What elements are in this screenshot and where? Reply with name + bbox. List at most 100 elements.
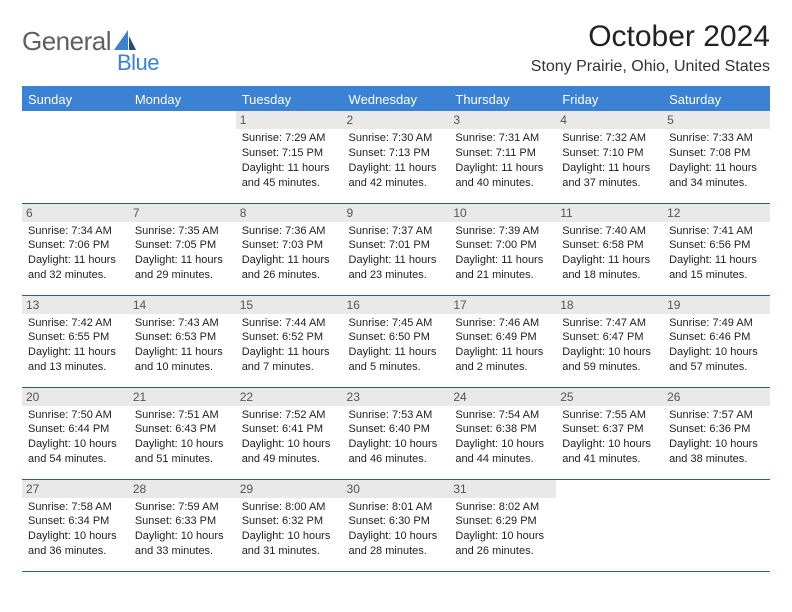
sunset-text: Sunset: 6:47 PM: [562, 330, 657, 345]
daylight-text: and 36 minutes.: [28, 544, 123, 559]
daylight-text: Daylight: 11 hours: [455, 345, 550, 360]
calendar-cell: [22, 111, 129, 203]
daylight-text: and 46 minutes.: [349, 452, 444, 467]
daylight-text: and 32 minutes.: [28, 268, 123, 283]
day-number: 1: [236, 111, 343, 129]
calendar-row: 6Sunrise: 7:34 AMSunset: 7:06 PMDaylight…: [22, 203, 770, 295]
sunset-text: Sunset: 6:49 PM: [455, 330, 550, 345]
sunrise-text: Sunrise: 7:59 AM: [135, 500, 230, 515]
sunset-text: Sunset: 6:41 PM: [242, 422, 337, 437]
daylight-text: and 44 minutes.: [455, 452, 550, 467]
calendar-cell: 11Sunrise: 7:40 AMSunset: 6:58 PMDayligh…: [556, 203, 663, 295]
daylight-text: and 29 minutes.: [135, 268, 230, 283]
sunrise-text: Sunrise: 8:00 AM: [242, 500, 337, 515]
day-number: 25: [556, 388, 663, 406]
day-number: 14: [129, 296, 236, 314]
sunrise-text: Sunrise: 7:55 AM: [562, 408, 657, 423]
sunrise-text: Sunrise: 7:39 AM: [455, 224, 550, 239]
day-number: 17: [449, 296, 556, 314]
sunset-text: Sunset: 6:30 PM: [349, 514, 444, 529]
daylight-text: Daylight: 11 hours: [669, 253, 764, 268]
daylight-text: and 5 minutes.: [349, 360, 444, 375]
day-number: 10: [449, 204, 556, 222]
day-number: 18: [556, 296, 663, 314]
daylight-text: Daylight: 11 hours: [242, 161, 337, 176]
daylight-text: and 38 minutes.: [669, 452, 764, 467]
daylight-text: Daylight: 11 hours: [28, 253, 123, 268]
calendar-cell: 5Sunrise: 7:33 AMSunset: 7:08 PMDaylight…: [663, 111, 770, 203]
daylight-text: and 7 minutes.: [242, 360, 337, 375]
weekday-header: Wednesday: [343, 87, 450, 111]
calendar-cell: 26Sunrise: 7:57 AMSunset: 6:36 PMDayligh…: [663, 387, 770, 479]
daylight-text: and 42 minutes.: [349, 176, 444, 191]
sunrise-text: Sunrise: 7:41 AM: [669, 224, 764, 239]
sunset-text: Sunset: 6:53 PM: [135, 330, 230, 345]
day-number: 16: [343, 296, 450, 314]
calendar-cell: 10Sunrise: 7:39 AMSunset: 7:00 PMDayligh…: [449, 203, 556, 295]
weekday-header: Friday: [556, 87, 663, 111]
sunrise-text: Sunrise: 7:45 AM: [349, 316, 444, 331]
weekday-header: Monday: [129, 87, 236, 111]
sunrise-text: Sunrise: 7:50 AM: [28, 408, 123, 423]
calendar-table: SundayMondayTuesdayWednesdayThursdayFrid…: [22, 86, 770, 572]
brand-word-general: General: [22, 26, 111, 57]
daylight-text: Daylight: 10 hours: [669, 345, 764, 360]
daylight-text: and 2 minutes.: [455, 360, 550, 375]
calendar-cell: 7Sunrise: 7:35 AMSunset: 7:05 PMDaylight…: [129, 203, 236, 295]
daylight-text: and 15 minutes.: [669, 268, 764, 283]
daylight-text: and 41 minutes.: [562, 452, 657, 467]
daylight-text: Daylight: 10 hours: [28, 437, 123, 452]
calendar-cell: 30Sunrise: 8:01 AMSunset: 6:30 PMDayligh…: [343, 479, 450, 571]
sunrise-text: Sunrise: 7:30 AM: [349, 131, 444, 146]
daylight-text: and 51 minutes.: [135, 452, 230, 467]
daylight-text: Daylight: 11 hours: [135, 253, 230, 268]
weekday-header: Sunday: [22, 87, 129, 111]
calendar-cell: 17Sunrise: 7:46 AMSunset: 6:49 PMDayligh…: [449, 295, 556, 387]
month-title: October 2024: [531, 20, 770, 54]
brand-logo: General Blue: [22, 22, 159, 76]
location-text: Stony Prairie, Ohio, United States: [531, 58, 770, 76]
calendar-cell: 8Sunrise: 7:36 AMSunset: 7:03 PMDaylight…: [236, 203, 343, 295]
daylight-text: and 21 minutes.: [455, 268, 550, 283]
day-number: 24: [449, 388, 556, 406]
day-number: 29: [236, 480, 343, 498]
daylight-text: and 13 minutes.: [28, 360, 123, 375]
calendar-cell: 29Sunrise: 8:00 AMSunset: 6:32 PMDayligh…: [236, 479, 343, 571]
day-number: 6: [22, 204, 129, 222]
daylight-text: and 18 minutes.: [562, 268, 657, 283]
sunset-text: Sunset: 6:58 PM: [562, 238, 657, 253]
daylight-text: Daylight: 10 hours: [28, 529, 123, 544]
sunset-text: Sunset: 6:40 PM: [349, 422, 444, 437]
daylight-text: and 31 minutes.: [242, 544, 337, 559]
calendar-cell: 2Sunrise: 7:30 AMSunset: 7:13 PMDaylight…: [343, 111, 450, 203]
sunset-text: Sunset: 7:06 PM: [28, 238, 123, 253]
daylight-text: Daylight: 11 hours: [455, 161, 550, 176]
daylight-text: Daylight: 10 hours: [135, 529, 230, 544]
calendar-cell: 28Sunrise: 7:59 AMSunset: 6:33 PMDayligh…: [129, 479, 236, 571]
daylight-text: and 37 minutes.: [562, 176, 657, 191]
calendar-cell: 6Sunrise: 7:34 AMSunset: 7:06 PMDaylight…: [22, 203, 129, 295]
day-number: 11: [556, 204, 663, 222]
calendar-cell: 13Sunrise: 7:42 AMSunset: 6:55 PMDayligh…: [22, 295, 129, 387]
daylight-text: and 33 minutes.: [135, 544, 230, 559]
sunset-text: Sunset: 7:08 PM: [669, 146, 764, 161]
calendar-row: 13Sunrise: 7:42 AMSunset: 6:55 PMDayligh…: [22, 295, 770, 387]
calendar-cell: 12Sunrise: 7:41 AMSunset: 6:56 PMDayligh…: [663, 203, 770, 295]
calendar-row: 1Sunrise: 7:29 AMSunset: 7:15 PMDaylight…: [22, 111, 770, 203]
sunrise-text: Sunrise: 7:40 AM: [562, 224, 657, 239]
daylight-text: Daylight: 10 hours: [242, 437, 337, 452]
sunrise-text: Sunrise: 7:58 AM: [28, 500, 123, 515]
sunset-text: Sunset: 6:50 PM: [349, 330, 444, 345]
sunrise-text: Sunrise: 8:02 AM: [455, 500, 550, 515]
day-number: 19: [663, 296, 770, 314]
sunset-text: Sunset: 6:36 PM: [669, 422, 764, 437]
daylight-text: Daylight: 11 hours: [455, 253, 550, 268]
daylight-text: Daylight: 11 hours: [562, 161, 657, 176]
calendar-cell: 31Sunrise: 8:02 AMSunset: 6:29 PMDayligh…: [449, 479, 556, 571]
calendar-cell: 19Sunrise: 7:49 AMSunset: 6:46 PMDayligh…: [663, 295, 770, 387]
daylight-text: Daylight: 11 hours: [28, 345, 123, 360]
heading: October 2024 Stony Prairie, Ohio, United…: [531, 20, 770, 76]
day-number: 21: [129, 388, 236, 406]
sunrise-text: Sunrise: 7:32 AM: [562, 131, 657, 146]
calendar-cell: 27Sunrise: 7:58 AMSunset: 6:34 PMDayligh…: [22, 479, 129, 571]
